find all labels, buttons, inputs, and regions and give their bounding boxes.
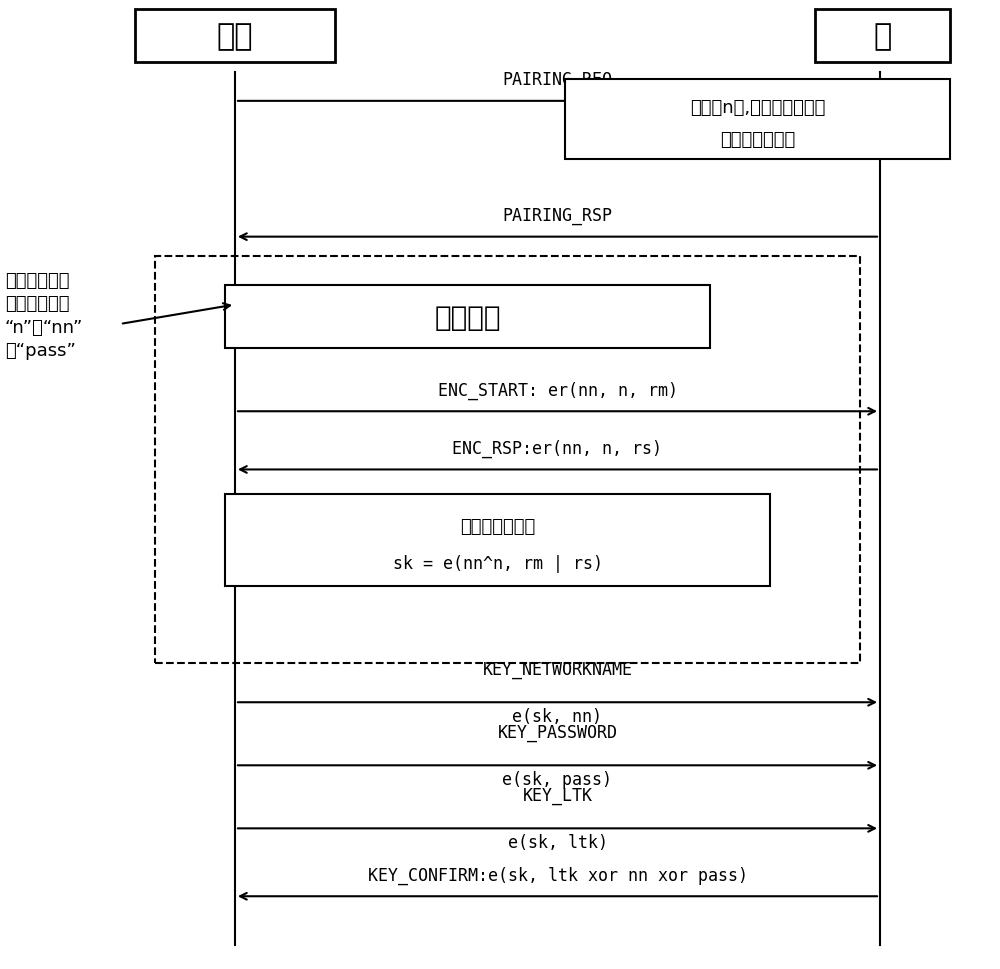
Text: sk = e(nn^n, rm | rs): sk = e(nn^n, rm | rs) <box>393 554 602 573</box>
Bar <box>815 10 950 63</box>
Text: KEY_NETWORKNAME: KEY_NETWORKNAME <box>482 660 633 678</box>
Text: 会话密鑰更改：: 会话密鑰更改： <box>460 517 535 536</box>
Bar <box>565 79 950 160</box>
Text: 手机: 手机 <box>217 22 253 50</box>
Text: e(sk, pass): e(sk, pass) <box>503 770 612 789</box>
Bar <box>225 286 710 349</box>
Bar <box>155 257 860 664</box>
Text: 灯闪烁n次,或者从灯上获取: 灯闪烁n次,或者从灯上获取 <box>690 99 825 116</box>
Text: PAIRING_RSP: PAIRING_RSP <box>503 206 612 225</box>
Bar <box>135 10 335 63</box>
Text: 通过手机人机
交互界面输入
“n”，“nn”
和“pass”: 通过手机人机 交互界面输入 “n”，“nn” 和“pass” <box>5 271 83 360</box>
Text: ENC_RSP:er(nn, n, rs): ENC_RSP:er(nn, n, rs) <box>452 439 662 457</box>
Text: e(sk, ltk): e(sk, ltk) <box>508 833 608 852</box>
Text: e(sk, nn): e(sk, nn) <box>512 707 602 726</box>
Text: 灯: 灯 <box>873 22 892 50</box>
Text: 开始加密: 开始加密 <box>434 303 501 331</box>
Text: KEY_CONFIRM:e(sk, ltk xor nn xor pass): KEY_CONFIRM:e(sk, ltk xor nn xor pass) <box>368 865 748 884</box>
Text: 条形码或正交码: 条形码或正交码 <box>720 131 795 149</box>
Text: KEY_PASSWORD: KEY_PASSWORD <box>498 723 618 741</box>
Bar <box>225 494 770 586</box>
Text: PAIRING_REQ: PAIRING_REQ <box>503 71 612 89</box>
Text: ENC_START: er(nn, n, rm): ENC_START: er(nn, n, rm) <box>438 381 678 399</box>
Text: KEY_LTK: KEY_LTK <box>522 786 592 804</box>
